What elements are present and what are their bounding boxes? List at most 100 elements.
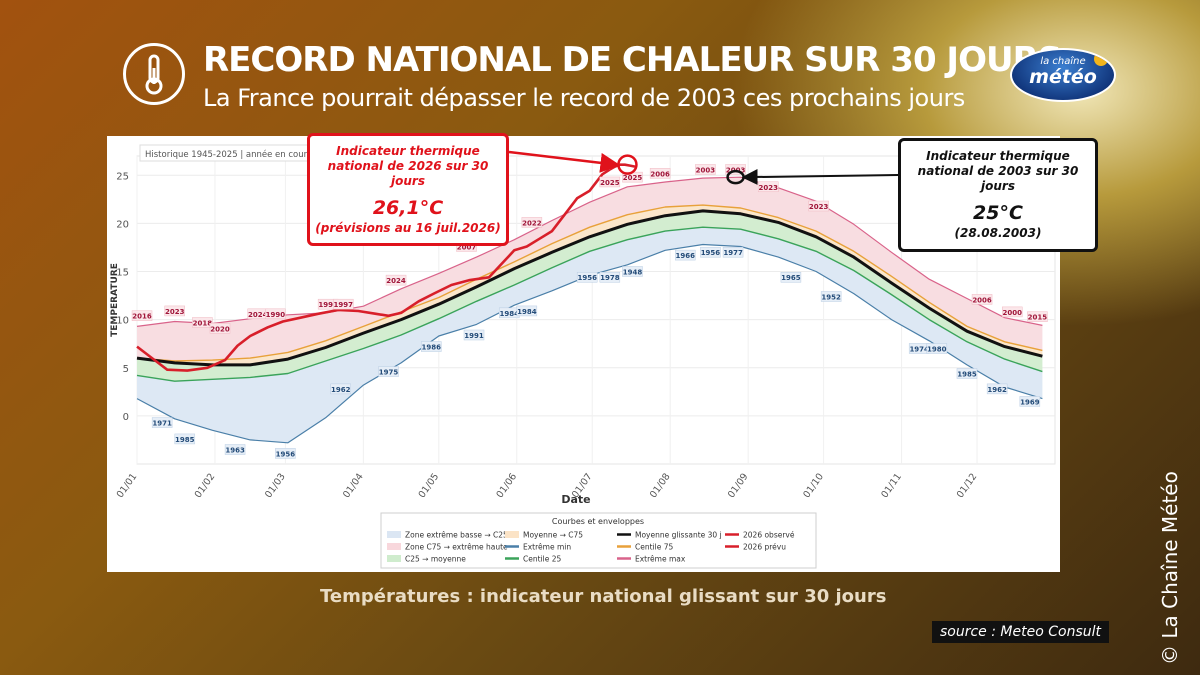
record-label-text: 1974 <box>909 345 929 353</box>
logo-line1: la chaîne <box>1040 56 1086 67</box>
logo-line2: météo <box>1029 66 1097 88</box>
series-line-2026-observed <box>136 168 611 372</box>
record-label: 1975 <box>378 366 399 377</box>
legend-swatch <box>387 543 401 550</box>
record-label-text: 2024 <box>386 277 406 285</box>
record-label-bg <box>758 181 779 193</box>
source-label: source : Meteo Consult <box>932 621 1109 643</box>
record-label-bg <box>209 323 231 334</box>
record-label: 1991 <box>463 329 485 341</box>
legend-label: Extrême min <box>523 543 571 552</box>
record-label: 2018 <box>192 317 213 328</box>
record-label-text: 1956 <box>276 450 296 458</box>
record-label-text: 1984 <box>517 308 537 316</box>
record-label: 2023 <box>808 200 829 212</box>
x-tick-label: 01/01 <box>115 471 140 500</box>
record-label: 2016 <box>131 310 153 321</box>
record-label-bg <box>649 168 671 179</box>
legend-frame <box>380 512 817 569</box>
x-tick-label: 01/06 <box>495 471 520 500</box>
record-label-text: 2016 <box>132 313 152 321</box>
record-label: 1963 <box>224 444 246 455</box>
record-label-bg <box>421 341 442 352</box>
record-label-text: 1986 <box>422 344 442 352</box>
y-axis-label: TEMPERATURE <box>110 263 120 337</box>
record-label-bg <box>378 366 399 377</box>
chart-legend: Courbes et enveloppes Zone extrême basse … <box>380 512 817 569</box>
chart-caption: Températures : indicateur national gliss… <box>320 586 887 607</box>
record-label: 2020 <box>209 323 231 334</box>
record-label: 2006 <box>649 168 671 179</box>
record-label-bg <box>599 271 621 283</box>
record-label: 1962 <box>986 383 1008 395</box>
record-label-text: 2006 <box>972 296 992 304</box>
record-label-text: 2023 <box>165 308 185 316</box>
record-label: 1997 <box>332 298 354 310</box>
record-label-text: 2025 <box>623 174 643 182</box>
record-label-bg <box>576 271 598 283</box>
record-label-bg <box>516 305 538 317</box>
x-tick-label: 01/09 <box>726 471 751 500</box>
record-label-text: 2023 <box>759 184 779 192</box>
thermometer-icon <box>123 43 185 105</box>
record-label-text: 1980 <box>927 345 947 353</box>
record-label-bg <box>956 368 978 379</box>
record-label-text: 1991 <box>464 332 484 340</box>
copyright-label: © La Chaîne Météo <box>1158 471 1182 665</box>
record-label: 1980 <box>926 343 948 354</box>
record-label-text: 2003 <box>696 166 716 174</box>
x-axis-label: Date <box>561 493 590 506</box>
record-label-text: 2015 <box>1028 314 1048 322</box>
record-label-bg <box>265 308 286 320</box>
annotation-2003-value: 25°C <box>973 202 1023 224</box>
record-label: 1990 <box>265 308 286 320</box>
legend-label: Extrême max <box>635 555 686 564</box>
y-tick-label: 25 <box>116 171 129 182</box>
record-label-text: 1952 <box>821 293 841 301</box>
record-label-bg <box>622 266 643 277</box>
record-label: 2025 <box>599 176 621 188</box>
record-label-text: 2000 <box>1003 309 1023 317</box>
x-tick-label: 01/03 <box>263 471 288 500</box>
annotation-2003-title: Indicateur thermique national de 2003 su… <box>917 149 1079 193</box>
legend-label: Zone C75 → extrême haute <box>405 543 508 552</box>
record-label-text: 2022 <box>522 219 542 227</box>
legend-label: 2026 prévu <box>743 543 786 552</box>
record-label: 1956 <box>700 246 721 258</box>
page-title: RECORD NATIONAL DE CHALEUR SUR 30 JOURS <box>203 40 1062 80</box>
annotation-2026: Indicateur thermique national de 2026 su… <box>307 133 509 246</box>
y-tick-label: 20 <box>116 219 129 230</box>
x-tick-label: 01/08 <box>648 471 673 500</box>
series-line-centile-75 <box>136 204 1043 362</box>
legend-swatch <box>387 531 401 538</box>
record-label-bg <box>151 417 173 428</box>
y-tick-label: 0 <box>123 412 129 423</box>
record-label: 1985 <box>174 433 196 445</box>
record-label: 2024 <box>385 274 407 286</box>
record-label-bg <box>275 448 296 459</box>
record-label-bg <box>971 294 993 305</box>
record-label: 1969 <box>1019 396 1041 407</box>
info-text: Historique 1945-2025 | année en cours : … <box>145 149 325 160</box>
record-label: 1971 <box>151 417 173 428</box>
record-label: 2000 <box>1001 306 1023 318</box>
band-c25-to-mean <box>137 210 1043 382</box>
record-label-text: 2003 <box>726 166 746 174</box>
record-label-text: 1997 <box>333 301 353 309</box>
band-min-to-c25 <box>137 227 1043 443</box>
x-tick-label: 01/11 <box>879 471 904 500</box>
series-line-centile-25 <box>136 226 1043 382</box>
legend-label: Moyenne glissante 30 j <box>635 531 722 540</box>
record-label-text: 2006 <box>650 170 670 178</box>
record-label-text: 1990 <box>266 311 286 319</box>
annotation-2003-sub: (28.08.2003) <box>954 226 1042 240</box>
record-label-text: 1965 <box>781 274 801 282</box>
page-subtitle: La France pourrait dépasser le record de… <box>203 84 965 112</box>
x-tick-label: 01/10 <box>801 471 826 500</box>
record-label-bg <box>700 246 721 258</box>
record-label-bg <box>808 200 829 212</box>
record-label-text: 1966 <box>676 252 696 260</box>
record-label: 2003 <box>695 164 716 175</box>
record-label-text: 2020 <box>210 325 230 333</box>
x-tick-label: 01/12 <box>955 471 980 500</box>
